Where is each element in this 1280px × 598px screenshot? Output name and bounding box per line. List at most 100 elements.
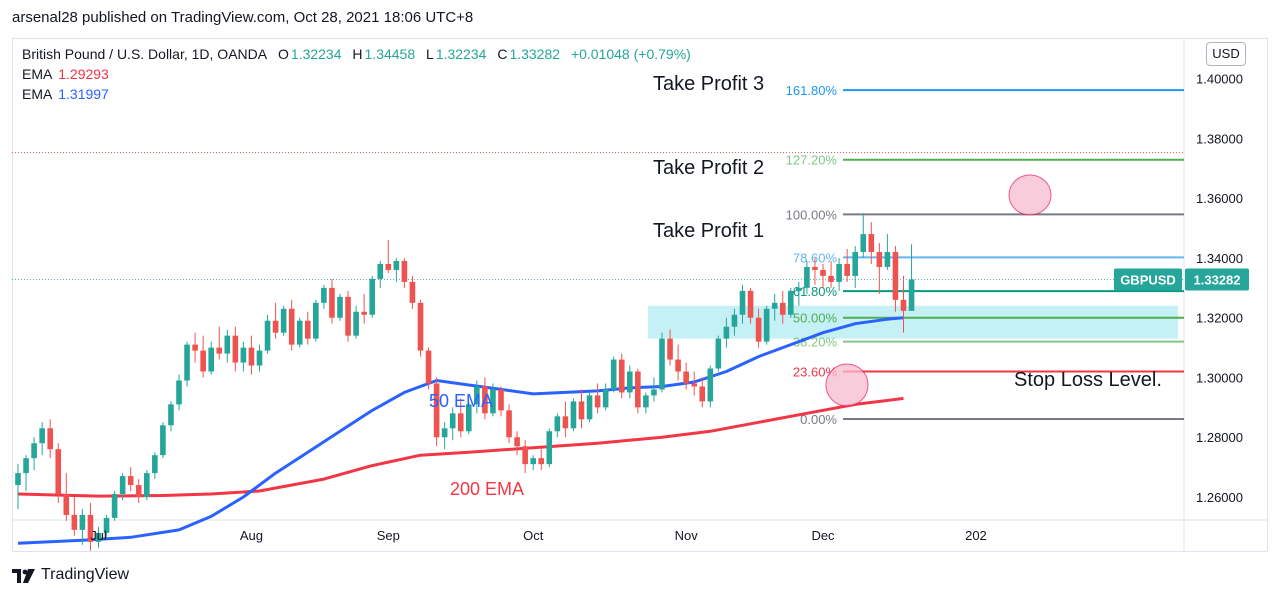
candle-body-43 xyxy=(361,311,367,315)
x-tick-label-nov[interactable]: Nov xyxy=(675,528,699,543)
y-tick-label-1[interactable]: 1.38000 xyxy=(1196,131,1243,146)
chart-frame[interactable] xyxy=(12,38,1268,552)
candle-body-110 xyxy=(900,299,907,311)
candle-body-63 xyxy=(522,446,528,465)
y-tick-label-6[interactable]: 1.28000 xyxy=(1196,430,1243,445)
candle-body-72 xyxy=(594,395,601,408)
candle-body-4 xyxy=(47,428,53,450)
candle-body-93 xyxy=(763,308,770,342)
candle-body-85 xyxy=(699,386,706,402)
candle-body-20 xyxy=(176,380,182,405)
candle-body-46 xyxy=(385,263,392,270)
published-by-line: arsenal28 published on TradingView.com, … xyxy=(12,9,474,26)
candle-body-18 xyxy=(160,425,166,456)
candle-body-56 xyxy=(466,404,472,432)
candle-body-101 xyxy=(828,275,834,282)
candle-body-66 xyxy=(546,431,553,465)
y-tick-label-3[interactable]: 1.34000 xyxy=(1196,251,1243,266)
candle-body-59 xyxy=(490,389,496,414)
candle-body-8 xyxy=(79,514,86,530)
currency-badge[interactable]: USD xyxy=(1206,42,1246,66)
change-value: +0.01048 (+0.79%) xyxy=(570,46,691,62)
candle-body-12 xyxy=(111,494,118,518)
candle-body-6 xyxy=(63,494,70,515)
candle-body-48 xyxy=(401,260,408,282)
candle-body-50 xyxy=(417,302,424,351)
candle-body-69 xyxy=(570,401,577,429)
candle-body-88 xyxy=(723,326,730,339)
ema-200-legend-row[interactable]: EMA 1.29293 xyxy=(22,64,691,84)
low-value: 1.32234 xyxy=(435,46,487,62)
candle-body-71 xyxy=(586,395,593,420)
candle-body-53 xyxy=(441,428,448,438)
annotation-take-profit-3: Take Profit 3 xyxy=(653,73,764,95)
candle-body-17 xyxy=(152,455,158,474)
candle-body-35 xyxy=(296,320,303,345)
candle-body-95 xyxy=(779,302,786,315)
candle-body-100 xyxy=(820,269,826,276)
candle-body-60 xyxy=(498,389,504,411)
annotation-50-ema: 50 EMA xyxy=(429,391,493,411)
candle-body-105 xyxy=(860,234,867,253)
fib-level-label-3: 78.60% xyxy=(793,250,838,265)
candle-body-83 xyxy=(683,371,689,384)
candle-body-111 xyxy=(908,279,915,311)
candle-body-80 xyxy=(659,338,665,390)
candle-body-98 xyxy=(804,266,810,288)
x-tick-label-jul[interactable]: Jul xyxy=(90,528,107,543)
candle-body-10 xyxy=(95,532,102,542)
y-tick-label-5[interactable]: 1.30000 xyxy=(1196,370,1243,385)
candle-body-81 xyxy=(667,338,673,360)
candle-body-74 xyxy=(610,359,617,390)
candle-body-23 xyxy=(200,350,206,372)
y-tick-label-7[interactable]: 1.26000 xyxy=(1196,490,1243,505)
last-price-tag-box xyxy=(1185,268,1249,291)
symbol-title[interactable]: British Pound / U.S. Dollar, 1D, OANDA xyxy=(22,46,267,62)
annotation-200-ema: 200 EMA xyxy=(450,479,524,499)
candle-body-2 xyxy=(31,443,37,459)
candle-body-108 xyxy=(884,252,891,267)
candle-body-62 xyxy=(514,437,520,447)
fib-level-label-2: 100.00% xyxy=(786,207,838,222)
fib-level-label-4: 61.80% xyxy=(793,284,838,299)
candle-body-33 xyxy=(280,308,287,333)
symbol-ohlc-row[interactable]: British Pound / U.S. Dollar, 1D, OANDA O… xyxy=(22,44,691,64)
candle-body-102 xyxy=(836,263,842,282)
y-tick-label-4[interactable]: 1.32000 xyxy=(1196,311,1243,326)
close-value: 1.33282 xyxy=(509,46,561,62)
x-tick-label-oct[interactable]: Oct xyxy=(523,528,544,543)
candle-body-36 xyxy=(305,320,311,339)
fib-level-label-5: 50.00% xyxy=(793,311,838,326)
ema-200-label: EMA xyxy=(22,66,53,82)
candle-body-7 xyxy=(71,514,78,530)
candle-body-64 xyxy=(530,458,536,465)
candle-body-91 xyxy=(747,290,754,318)
candle-body-57 xyxy=(474,386,480,405)
candle-body-61 xyxy=(506,410,512,438)
y-tick-label-2[interactable]: 1.36000 xyxy=(1196,191,1243,206)
close-label: C xyxy=(497,46,508,62)
ema-50-value: 1.31997 xyxy=(58,86,109,102)
candle-body-34 xyxy=(288,308,295,345)
candle-body-90 xyxy=(739,290,746,315)
candle-body-37 xyxy=(313,302,319,339)
candle-body-103 xyxy=(844,263,850,276)
candle-body-78 xyxy=(643,395,649,408)
candle-body-96 xyxy=(788,290,794,315)
x-tick-label-sep[interactable]: Sep xyxy=(377,528,400,543)
y-tick-label-0[interactable]: 1.40000 xyxy=(1196,72,1243,87)
x-tick-label-dec[interactable]: Dec xyxy=(811,528,835,543)
candle-body-25 xyxy=(216,347,223,354)
candles-group xyxy=(15,213,915,551)
annotation-take-profit-1: Take Profit 1 xyxy=(653,220,764,242)
fib-level-label-0: 161.80% xyxy=(786,83,838,98)
ema-50-legend-row[interactable]: EMA 1.31997 xyxy=(22,84,691,104)
footer-brand[interactable]: TradingView xyxy=(12,565,129,585)
x-tick-label-aug[interactable]: Aug xyxy=(240,528,263,543)
candle-body-77 xyxy=(635,371,641,408)
x-tick-label-202[interactable]: 202 xyxy=(965,528,987,543)
candle-body-38 xyxy=(321,287,327,303)
candle-body-73 xyxy=(602,389,609,408)
candle-body-16 xyxy=(144,473,150,497)
